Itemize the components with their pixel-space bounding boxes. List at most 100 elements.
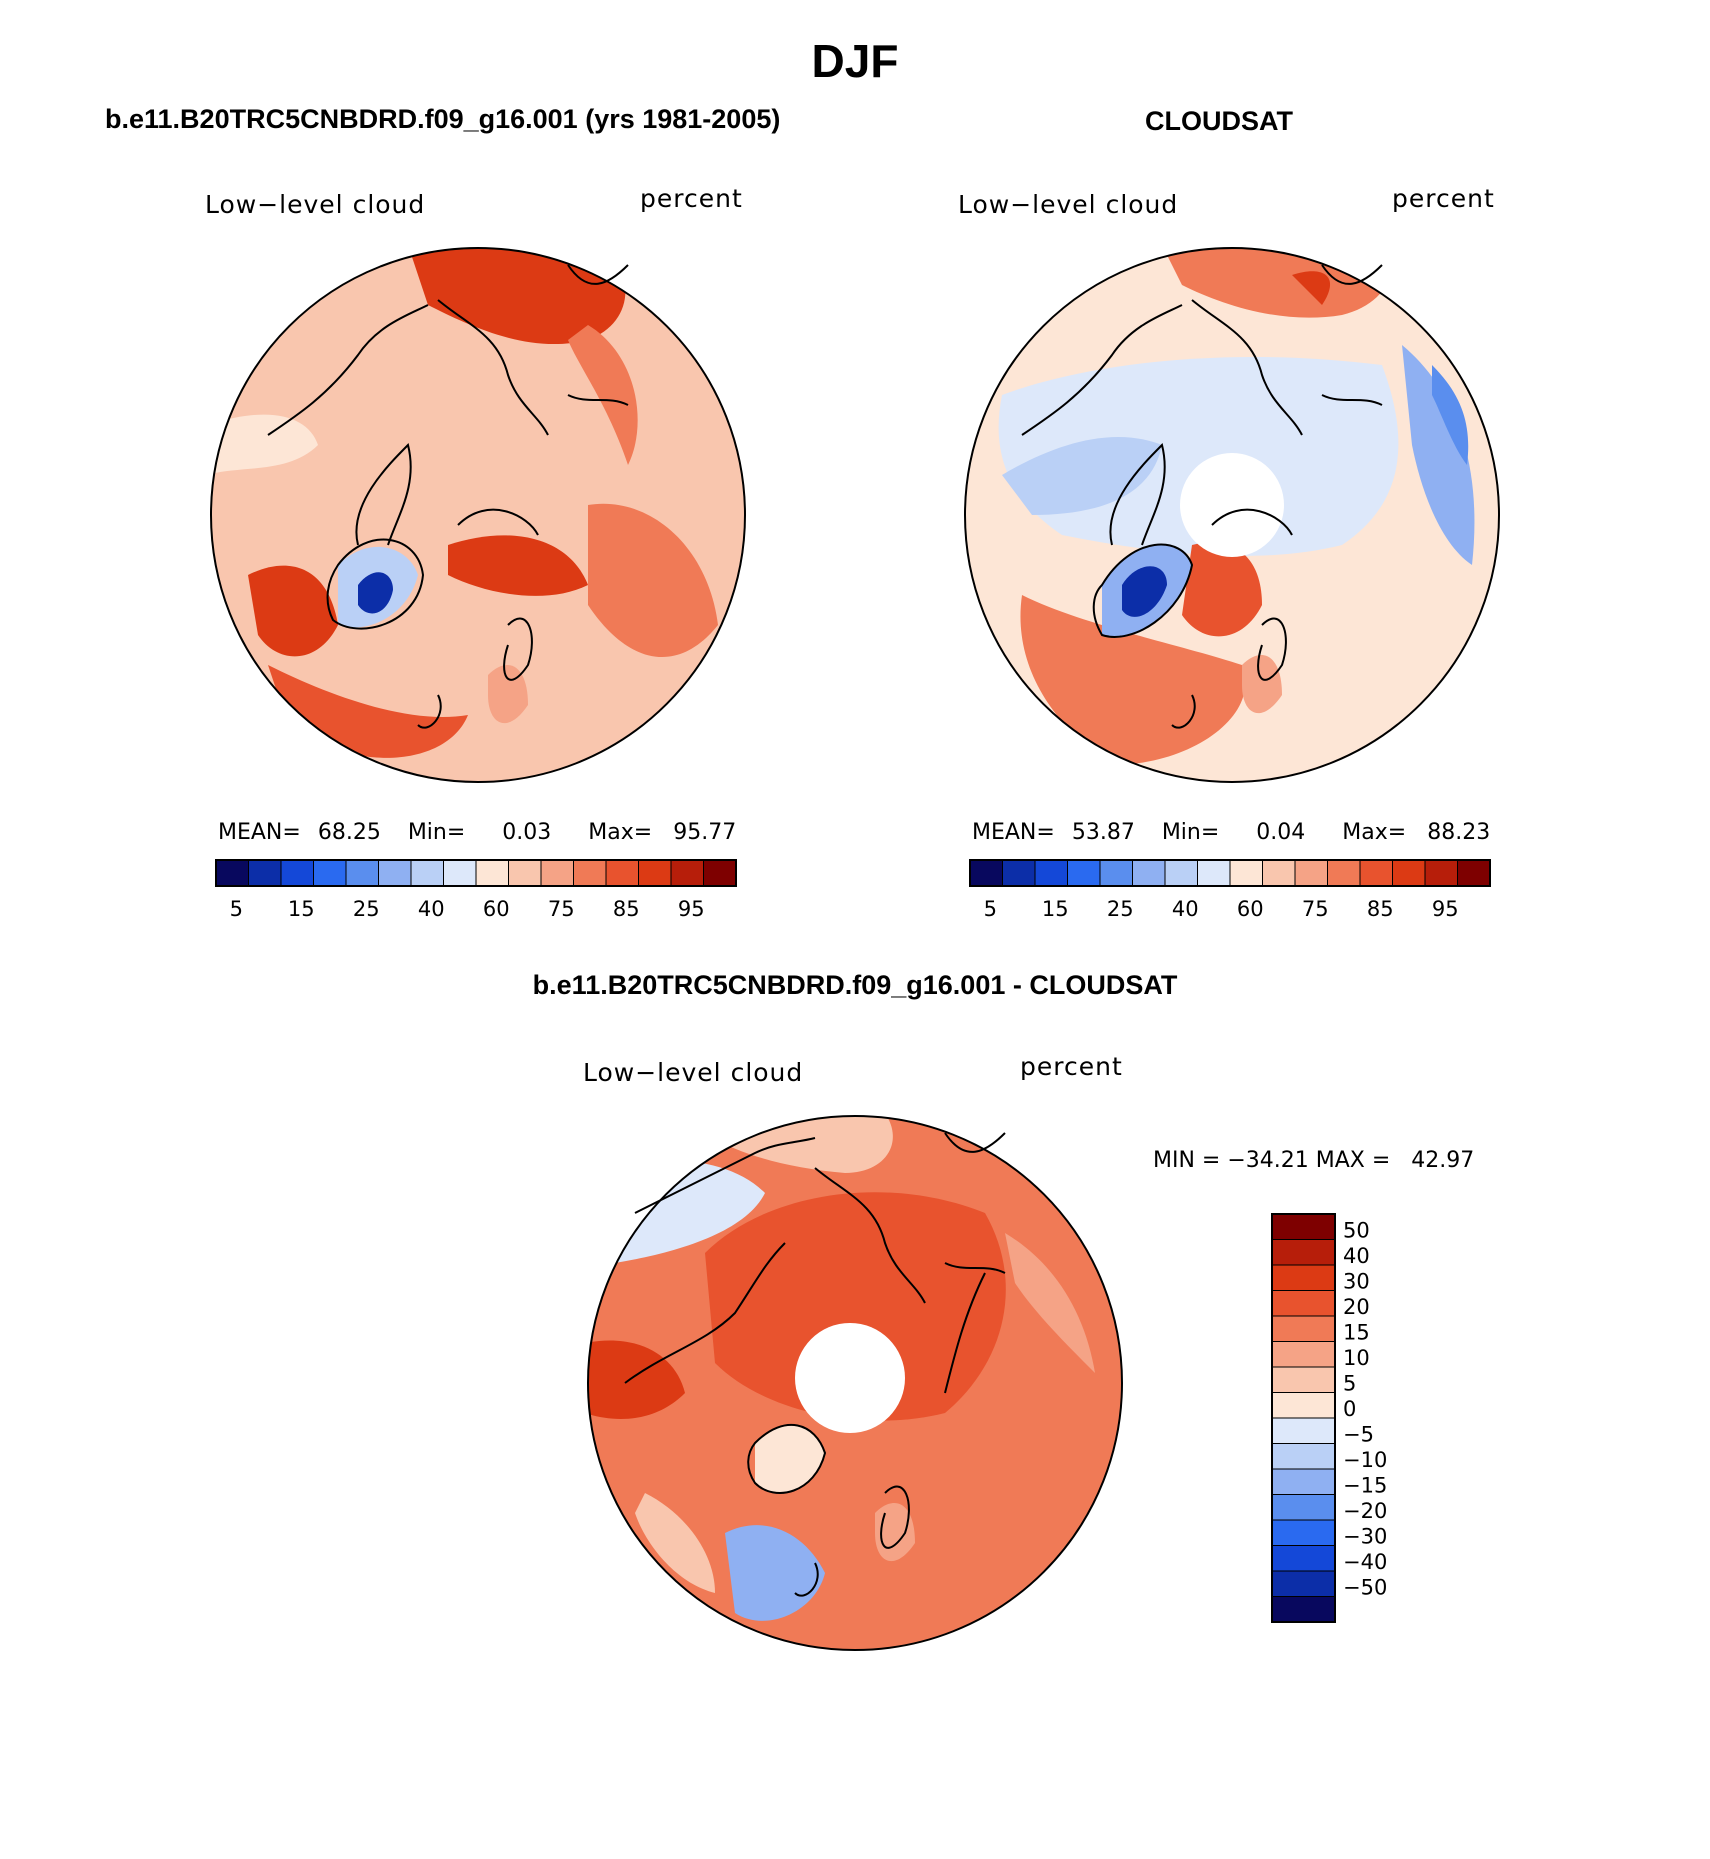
model-colorbar-swatch bbox=[248, 859, 282, 887]
model-colorbar-swatch bbox=[410, 859, 444, 887]
diff-colorbar-swatch bbox=[1271, 1570, 1336, 1597]
obs-colorbar-swatch bbox=[1034, 859, 1068, 887]
obs-region-scandinavia bbox=[1242, 655, 1282, 714]
obs-region-pacific-cool bbox=[1402, 345, 1475, 565]
obs-max-label: Max= bbox=[1342, 820, 1407, 845]
model-max-value: 95.77 bbox=[673, 820, 737, 845]
obs-region-pacific-blue bbox=[1432, 365, 1469, 465]
model-colorbar-tick-label: 85 bbox=[613, 897, 640, 921]
model-colorbar-frame bbox=[215, 859, 737, 887]
diff-colorbar-tick-label: 20 bbox=[1343, 1295, 1370, 1319]
diff-colorbar-swatch bbox=[1271, 1417, 1336, 1444]
diff-colorbar-swatch bbox=[1271, 1239, 1336, 1266]
obs-colorbar-swatch bbox=[1197, 859, 1231, 887]
model-mean-label: MEAN= bbox=[218, 820, 301, 845]
diff-colorbar-swatch bbox=[1271, 1290, 1336, 1317]
obs-colorbar-frame bbox=[969, 859, 1491, 887]
diff-colorbar-swatch bbox=[1271, 1443, 1336, 1470]
diff-colorbar-tick-label: 0 bbox=[1343, 1397, 1356, 1421]
diff-map-border bbox=[587, 1115, 1123, 1651]
obs-colorbar-swatch bbox=[969, 859, 1003, 887]
obs-pole-hole bbox=[1180, 453, 1284, 557]
obs-max-value: 88.23 bbox=[1427, 820, 1491, 845]
diff-colorbar-swatch bbox=[1271, 1494, 1336, 1521]
model-region-arctic-ocean bbox=[386, 341, 570, 515]
obs-region-east-asia bbox=[1292, 271, 1331, 305]
model-colorbar-tick-label: 75 bbox=[548, 897, 575, 921]
obs-colorbar-tick-label: 5 bbox=[984, 897, 997, 921]
obs-left-label: Low−level cloud bbox=[958, 190, 1179, 219]
diff-region-atlantic-cool bbox=[725, 1525, 825, 1621]
diff-polar-map bbox=[587, 1115, 1123, 1651]
diff-colorbar-tick-label: −5 bbox=[1343, 1423, 1374, 1447]
obs-polar-map bbox=[964, 247, 1500, 783]
model-colorbar-swatch bbox=[313, 859, 347, 887]
model-region-greenland-core bbox=[358, 572, 393, 614]
model-min-value: 0.03 bbox=[502, 820, 552, 845]
model-mean-value: 68.25 bbox=[317, 820, 381, 845]
obs-region-atlantic-warm bbox=[1182, 542, 1262, 637]
diff-colorbar-swatch bbox=[1271, 1519, 1336, 1546]
obs-right-label: percent bbox=[1392, 184, 1495, 213]
model-colorbar-tick-label: 5 bbox=[230, 897, 243, 921]
diff-colorbar-tick-label: −10 bbox=[1343, 1448, 1387, 1472]
obs-mean-label: MEAN= bbox=[972, 820, 1055, 845]
model-colorbar-swatch bbox=[215, 859, 249, 887]
diff-colorbar-swatch bbox=[1271, 1366, 1336, 1393]
model-right-label: percent bbox=[640, 184, 743, 213]
diff-colorbar-tick-label: −40 bbox=[1343, 1550, 1387, 1574]
obs-colorbar-tick-label: 95 bbox=[1432, 897, 1459, 921]
model-colorbar-swatch bbox=[573, 859, 607, 887]
diff-right-label: percent bbox=[1020, 1052, 1123, 1081]
obs-colorbar: 5 15 25 40 60 75 85 95 bbox=[969, 859, 1491, 921]
obs-panel-header: CLOUDSAT bbox=[1145, 106, 1293, 136]
obs-colorbar-swatch bbox=[1392, 859, 1426, 887]
diff-colorbar-swatch bbox=[1271, 1468, 1336, 1495]
obs-colorbar-swatch bbox=[1359, 859, 1393, 887]
model-colorbar-swatch bbox=[605, 859, 639, 887]
model-stats: MEAN= 68.25 Min= 0.03 Max= 95.77 bbox=[218, 820, 736, 845]
diff-minmax: MIN = −34.21 MAX = 42.97 bbox=[1153, 1148, 1475, 1173]
model-map-border bbox=[210, 247, 746, 783]
diff-colorbar-swatch bbox=[1271, 1596, 1336, 1623]
model-colorbar-tick-label: 95 bbox=[678, 897, 705, 921]
obs-colorbar-swatch bbox=[1099, 859, 1133, 887]
diff-colorbar-tick-label: 10 bbox=[1343, 1346, 1370, 1370]
model-colorbar: 5 15 25 40 60 75 85 95 bbox=[215, 859, 737, 921]
diff-pole-hole bbox=[795, 1323, 905, 1433]
diff-region-pacific-pale bbox=[1005, 1233, 1095, 1373]
model-colorbar-tick-label: 15 bbox=[288, 897, 315, 921]
diff-colorbar-swatch bbox=[1271, 1315, 1336, 1342]
model-region-scandinavia bbox=[488, 665, 528, 724]
diff-left-label: Low−level cloud bbox=[583, 1058, 804, 1087]
model-region-canada bbox=[211, 414, 318, 475]
diff-colorbar-tick-label: −30 bbox=[1343, 1525, 1387, 1549]
diff-colorbar-swatch bbox=[1271, 1545, 1336, 1572]
model-colorbar-swatch bbox=[378, 859, 412, 887]
model-colorbar-swatch bbox=[638, 859, 672, 887]
model-region-labrador bbox=[248, 565, 338, 657]
model-colorbar-swatch bbox=[670, 859, 704, 887]
diff-colorbar-tick-label: 50 bbox=[1343, 1219, 1370, 1243]
obs-colorbar-swatch bbox=[1294, 859, 1328, 887]
figure-title: DJF bbox=[811, 35, 899, 87]
obs-colorbar-tick-label: 60 bbox=[1237, 897, 1264, 921]
diff-colorbar-tick-label: 15 bbox=[1343, 1321, 1370, 1345]
diff-colorbar-swatch bbox=[1271, 1213, 1336, 1240]
diff-colorbar-tick-label: −15 bbox=[1343, 1474, 1387, 1498]
obs-min-value: 0.04 bbox=[1256, 820, 1306, 845]
model-colorbar-tick-label: 25 bbox=[353, 897, 380, 921]
diff-colorbar-tick-label: 40 bbox=[1343, 1244, 1370, 1268]
obs-colorbar-swatch bbox=[1002, 859, 1036, 887]
model-colorbar-swatch bbox=[540, 859, 574, 887]
obs-min-label: Min= bbox=[1161, 820, 1220, 845]
diff-colorbar-swatch bbox=[1271, 1264, 1336, 1291]
model-polar-map bbox=[210, 247, 746, 783]
model-left-label: Low−level cloud bbox=[205, 190, 426, 219]
model-coastlines bbox=[267, 264, 629, 729]
model-colorbar-swatch bbox=[280, 859, 314, 887]
model-panel-header: b.e11.B20TRC5CNBDRD.f09_g16.001 (yrs 198… bbox=[105, 104, 781, 134]
model-colorbar-swatch bbox=[703, 859, 737, 887]
diff-colorbar-tick-label: 30 bbox=[1343, 1270, 1370, 1294]
